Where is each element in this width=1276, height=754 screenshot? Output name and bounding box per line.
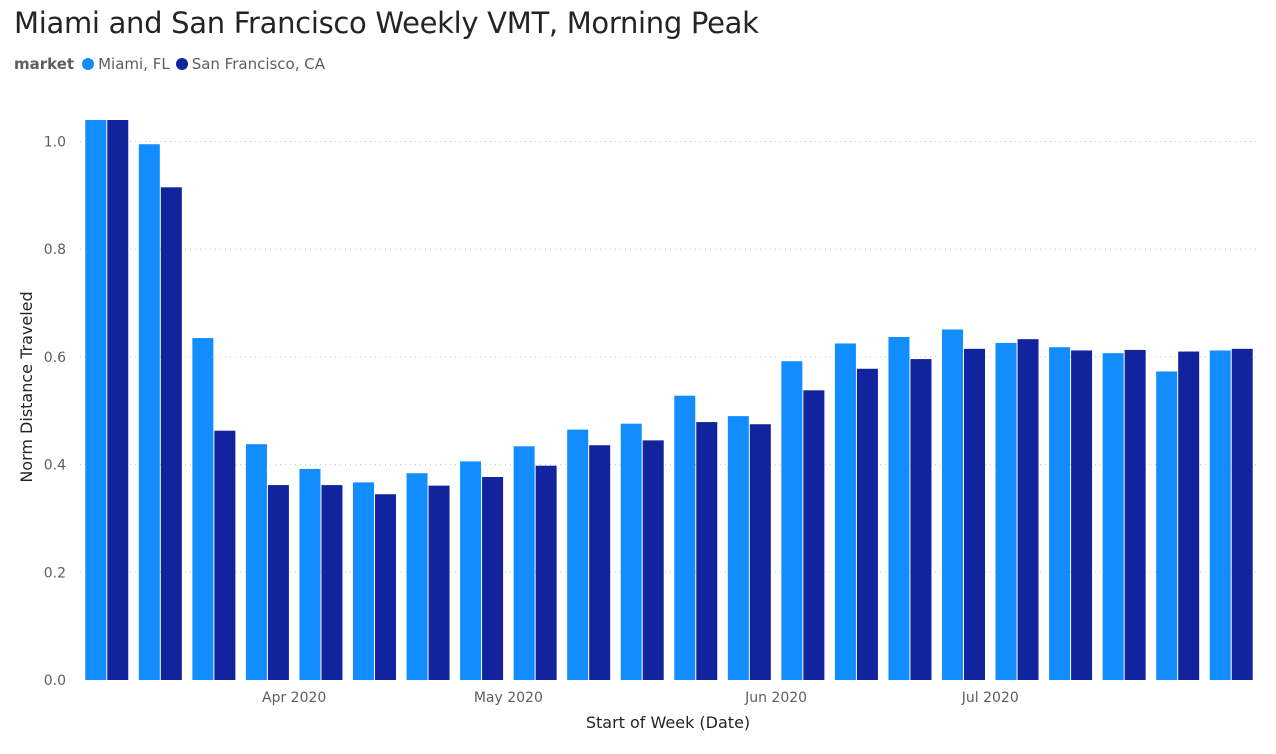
bar-miami[interactable] (460, 461, 482, 680)
bar-san-francisco[interactable] (1017, 339, 1039, 680)
x-tick-label: Apr 2020 (262, 690, 326, 706)
bars (85, 120, 1253, 681)
bar-miami[interactable] (513, 446, 535, 680)
legend-label-miami: Miami, FL (98, 55, 170, 73)
y-tick-label: 0.8 (44, 242, 66, 258)
bar-san-francisco[interactable] (214, 430, 236, 680)
bar-miami[interactable] (1049, 347, 1071, 680)
y-tick-label: 1.0 (44, 135, 66, 151)
bar-san-francisco[interactable] (535, 465, 557, 680)
bar-san-francisco[interactable] (589, 445, 611, 680)
bar-miami[interactable] (620, 423, 642, 680)
y-tick-label: 0.6 (44, 350, 66, 366)
bar-miami[interactable] (245, 444, 267, 680)
y-tick-label: 0.0 (44, 673, 66, 689)
bar-miami[interactable] (1102, 353, 1124, 680)
bar-san-francisco[interactable] (856, 368, 878, 680)
bar-san-francisco[interactable] (696, 422, 718, 680)
bar-san-francisco[interactable] (1071, 350, 1093, 680)
bar-miami[interactable] (1209, 350, 1231, 680)
bar-miami[interactable] (834, 343, 856, 680)
bar-miami[interactable] (942, 329, 963, 680)
bar-miami[interactable] (1156, 371, 1178, 680)
y-axis: 0.0 0.2 0.4 0.6 0.8 1.0 (44, 135, 66, 689)
bar-miami[interactable] (299, 468, 321, 680)
legend: market Miami, FL San Francisco, CA (14, 53, 331, 75)
bar-miami[interactable] (406, 473, 428, 680)
bar-san-francisco[interactable] (1124, 349, 1146, 680)
bar-miami[interactable] (192, 338, 214, 680)
bar-san-francisco[interactable] (964, 348, 985, 680)
bar-san-francisco[interactable] (1178, 351, 1200, 680)
bar-san-francisco[interactable] (107, 120, 129, 680)
legend-dot-san-francisco (175, 58, 188, 70)
bar-san-francisco[interactable] (482, 477, 504, 680)
bar-miami[interactable] (995, 342, 1017, 680)
bar-san-francisco[interactable] (375, 494, 396, 680)
bar-san-francisco[interactable] (910, 359, 932, 680)
legend-dot-miami (82, 58, 95, 70)
bar-miami[interactable] (727, 416, 749, 680)
bar-san-francisco[interactable] (803, 390, 825, 680)
y-tick-label: 0.2 (44, 565, 66, 581)
x-axis-label: Start of Week (Date) (586, 713, 750, 732)
y-tick-label: 0.4 (44, 458, 66, 474)
bar-miami[interactable] (85, 120, 107, 680)
bar-san-francisco[interactable] (321, 485, 343, 680)
y-axis-label: Norm Distance Traveled (17, 291, 36, 482)
bar-miami[interactable] (138, 144, 160, 680)
x-tick-label: Jul 2020 (961, 690, 1019, 706)
legend-item-miami[interactable]: Miami, FL (82, 55, 170, 73)
legend-title: market (14, 55, 75, 73)
chart-title: Miami and San Francisco Weekly VMT, Morn… (14, 6, 759, 40)
bar-san-francisco[interactable] (428, 485, 450, 680)
bar-san-francisco[interactable] (749, 424, 771, 680)
x-axis: Apr 2020 May 2020 Jun 2020 Jul 2020 (262, 690, 1019, 706)
bar-san-francisco[interactable] (1231, 348, 1253, 680)
bar-miami[interactable] (353, 482, 374, 680)
bar-miami[interactable] (674, 395, 696, 680)
bar-san-francisco[interactable] (267, 485, 289, 680)
legend-label-san-francisco: San Francisco, CA (191, 55, 326, 73)
legend-item-san-francisco[interactable]: San Francisco, CA (175, 55, 326, 73)
x-tick-label: Jun 2020 (744, 690, 807, 706)
bar-san-francisco[interactable] (642, 440, 664, 680)
bar-miami[interactable] (567, 429, 589, 680)
bar-san-francisco[interactable] (160, 187, 182, 681)
bar-miami[interactable] (781, 361, 803, 680)
bar-miami[interactable] (888, 337, 910, 680)
x-tick-label: May 2020 (474, 690, 543, 706)
